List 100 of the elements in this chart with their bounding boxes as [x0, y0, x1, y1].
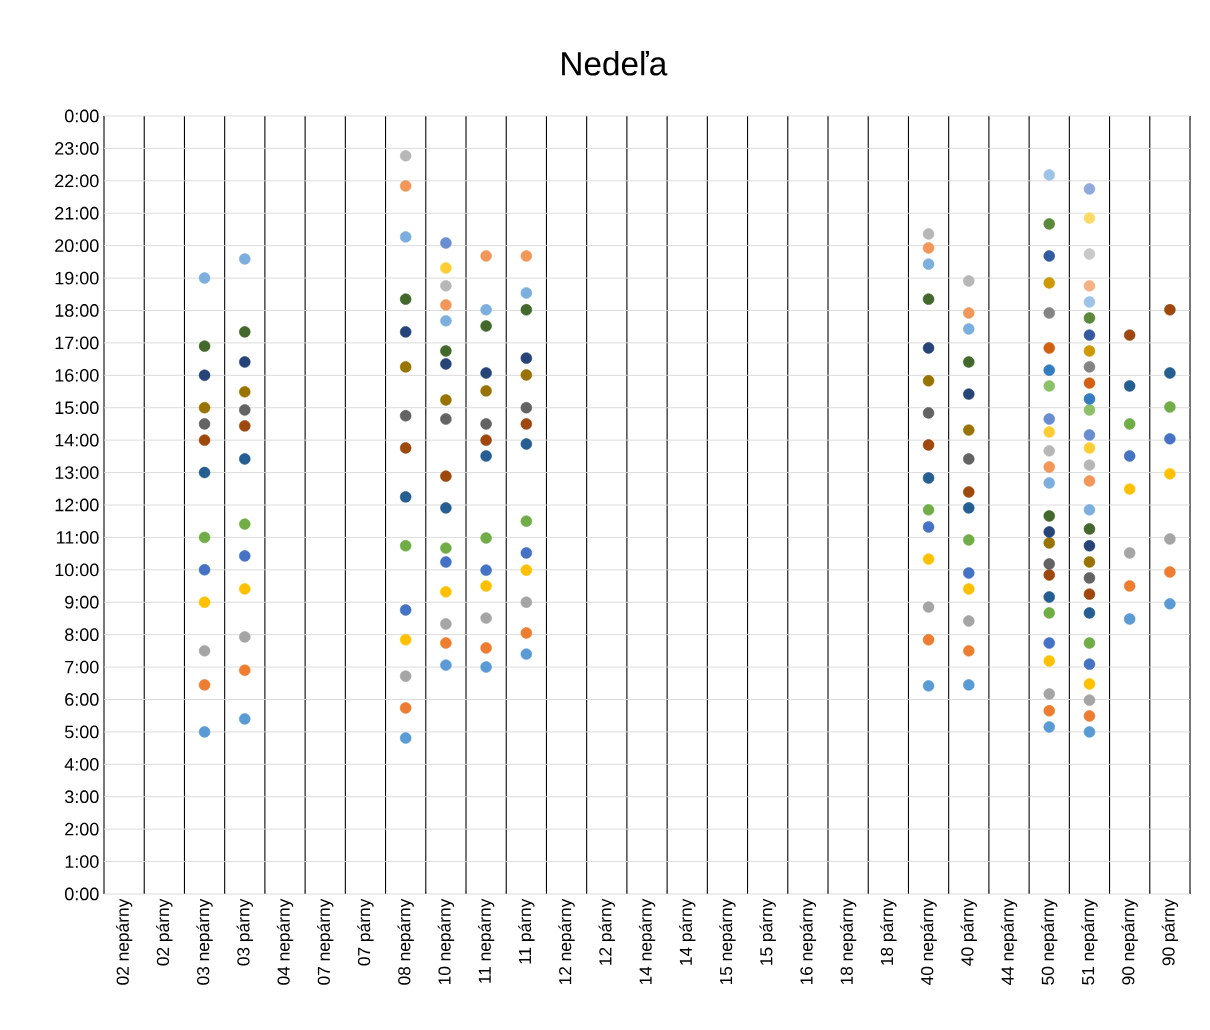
point	[1164, 401, 1176, 413]
point	[1043, 510, 1055, 522]
y-tick-label: 9:00	[65, 595, 99, 609]
point	[480, 385, 492, 397]
point	[1083, 377, 1096, 389]
y-tick-label: 0:00	[64, 887, 99, 901]
point	[480, 320, 492, 332]
point	[1083, 442, 1096, 454]
x-tick-label: 18 párny	[880, 898, 897, 965]
x-tick-label: 14 nepárny	[638, 898, 656, 985]
point	[922, 553, 935, 565]
point	[440, 280, 452, 292]
point	[922, 242, 935, 254]
point	[480, 250, 492, 262]
point	[399, 604, 412, 616]
point	[1164, 598, 1176, 610]
point	[1123, 418, 1136, 430]
point	[239, 356, 251, 368]
chart-title: Nedeľa	[562, 51, 668, 76]
point	[1083, 429, 1096, 441]
point	[1043, 380, 1055, 392]
point	[1083, 523, 1096, 535]
point	[399, 634, 412, 646]
y-tick-label: 15:00	[55, 401, 99, 415]
point	[963, 486, 975, 498]
point	[239, 518, 251, 530]
y-tick-label: 19:00	[55, 271, 99, 285]
x-tick-label: 44 nepárny	[1000, 898, 1018, 986]
point	[963, 388, 975, 400]
point	[1123, 329, 1136, 341]
point	[480, 564, 492, 576]
x-tick-label: 40 párny	[960, 898, 977, 966]
point	[1083, 540, 1096, 552]
point	[1123, 483, 1136, 495]
point	[239, 550, 251, 562]
point	[1083, 280, 1096, 292]
point	[1083, 556, 1096, 568]
point	[963, 567, 975, 579]
point	[1083, 607, 1096, 619]
x-tick-label: 08 nepárny	[397, 898, 414, 985]
y-tick-label: 16:00	[55, 368, 99, 382]
point	[922, 472, 935, 484]
point	[922, 407, 935, 419]
point	[922, 342, 935, 354]
point	[1123, 547, 1136, 559]
point	[1164, 433, 1176, 445]
point	[1164, 533, 1176, 545]
y-tick-label: 1:00	[65, 855, 99, 868]
point	[480, 450, 492, 462]
point	[1083, 248, 1096, 260]
x-tick-label: 02 párny	[156, 898, 173, 966]
point	[1043, 307, 1055, 319]
point	[198, 564, 211, 576]
point	[1083, 459, 1096, 471]
point	[399, 231, 412, 243]
x-tick-label: 90 párny	[1161, 898, 1179, 966]
point	[520, 627, 533, 639]
point	[1083, 361, 1096, 373]
x-tick-label: 07 párny	[357, 898, 374, 966]
point	[922, 258, 935, 270]
point	[399, 702, 412, 714]
point	[963, 356, 975, 368]
point	[440, 262, 452, 274]
point	[239, 404, 251, 416]
point	[520, 564, 533, 576]
point	[1043, 569, 1055, 581]
point	[198, 679, 211, 691]
x-tick-label: 16 nepárny	[799, 898, 817, 985]
point	[399, 540, 412, 552]
point	[520, 287, 533, 299]
point	[963, 679, 975, 691]
x-tick-label: 15 párny	[759, 898, 776, 965]
point	[1083, 572, 1096, 584]
point	[480, 434, 492, 446]
x-tick-label: 40 nepárny	[920, 898, 937, 986]
point	[1083, 404, 1096, 416]
y-tick-label: 3:00	[64, 790, 99, 804]
point	[440, 470, 452, 482]
point	[1043, 637, 1055, 649]
point	[440, 542, 452, 554]
point	[239, 253, 251, 265]
y-tick-label: 2:00	[65, 822, 99, 836]
point	[1083, 393, 1096, 405]
y-tick-label: 12:00	[55, 498, 99, 512]
point	[239, 664, 251, 677]
point	[440, 237, 452, 249]
y-tick-label: 17:00	[55, 336, 99, 350]
point	[480, 367, 492, 379]
point	[198, 726, 211, 738]
point	[440, 358, 452, 370]
y-tick-label: 10:00	[55, 563, 99, 577]
point	[1043, 413, 1055, 425]
x-tick-label: 03 nepárny	[196, 898, 213, 985]
point	[1043, 426, 1055, 438]
y-tick-label: 7:00	[65, 660, 99, 674]
point	[963, 453, 975, 465]
point	[1083, 694, 1096, 706]
x-tick-label: 03 párny	[236, 898, 253, 966]
point	[963, 275, 975, 287]
point	[399, 442, 412, 454]
